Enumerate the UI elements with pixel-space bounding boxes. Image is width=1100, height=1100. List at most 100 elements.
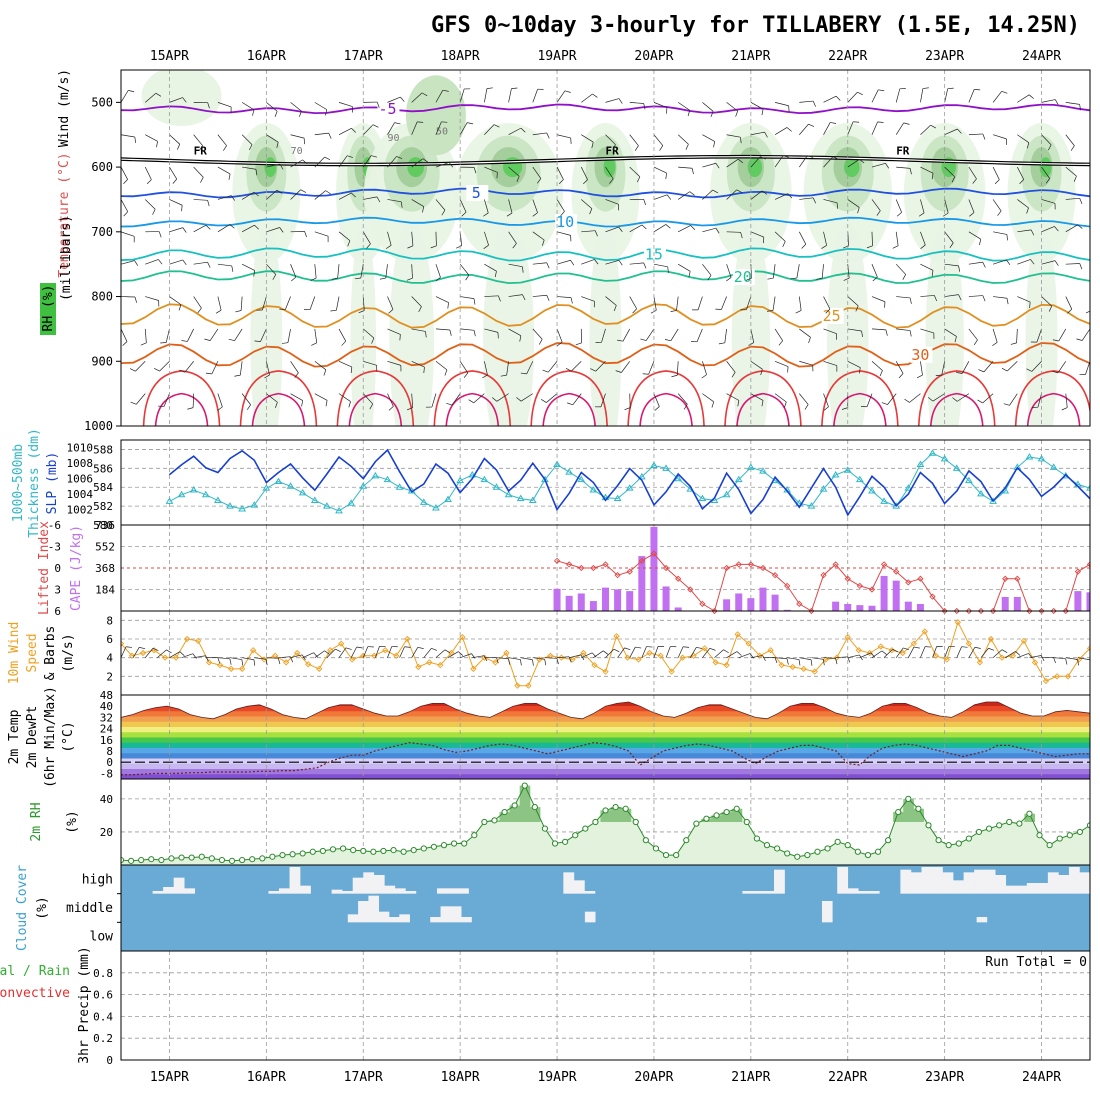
- upper-wind-barb-flag: [512, 243, 517, 249]
- upper-wind-barb: [484, 263, 497, 272]
- upper-wind-barb-flag: [418, 306, 422, 313]
- upper-wind-barb: [386, 425, 388, 426]
- upper-wind-barb-flag: [537, 178, 542, 184]
- wind-axis-label: Wind (m/s): [57, 69, 72, 147]
- upper-wind-barb: [217, 102, 232, 108]
- cape-bar: [880, 575, 888, 611]
- upper-wind-barb-flag: [1079, 198, 1083, 204]
- wind-speed-point: [613, 633, 620, 640]
- surface-wind-barb: [411, 647, 419, 658]
- upper-wind-barb-flag: [400, 96, 405, 102]
- upper-wind-barb: [1041, 166, 1050, 179]
- hot-core-contour: [639, 392, 693, 426]
- upper-wind-barb: [696, 328, 703, 342]
- rh-area-fill: [121, 785, 1090, 865]
- rh-point: [450, 840, 458, 847]
- surface-wind-barb-flag: [624, 647, 631, 650]
- upper-wind-barb: [871, 89, 879, 103]
- upper-wind-barb: [266, 263, 277, 275]
- upper-wind-barb-flag: [767, 310, 774, 312]
- upper-wind-barb-flag: [1019, 179, 1025, 185]
- upper-wind-barb-flag: [1028, 94, 1034, 99]
- upper-wind-barb-flag: [248, 144, 253, 151]
- precip-tick-label: 0.2: [93, 1032, 113, 1045]
- upper-wind-barb-flag: [275, 402, 278, 409]
- lifted-index-point: [917, 575, 924, 582]
- wind-axis-label-4: (m/s): [61, 633, 76, 672]
- upper-wind-barb: [968, 231, 981, 240]
- upper-wind-barb: [314, 328, 318, 343]
- upper-wind-barb: [314, 156, 325, 168]
- high-cloud-bar: [932, 867, 943, 894]
- wind-speed-point: [404, 635, 411, 643]
- upper-wind-barb-flag: [172, 178, 178, 184]
- upper-wind-barb: [944, 294, 959, 297]
- surface-wind-barb: [702, 648, 711, 658]
- upper-wind-barb-flag: [979, 239, 982, 246]
- upper-wind-barb: [750, 393, 764, 401]
- upper-wind-barb: [600, 393, 606, 407]
- cape-bar: [844, 603, 852, 611]
- surface-wind-barb-flag: [903, 647, 910, 651]
- thickness-point: [528, 496, 537, 503]
- upper-wind-barb-flag: [442, 89, 449, 92]
- upper-wind-barb-flag: [483, 244, 489, 249]
- high-cloud-bar: [910, 872, 922, 894]
- wind-speed-point: [415, 663, 422, 671]
- li-tick-label: 6: [54, 605, 61, 618]
- upper-wind-barb-flag: [1079, 263, 1083, 270]
- upper-wind-barb-flag: [808, 432, 813, 435]
- surface-wind-barb: [387, 646, 393, 658]
- surface-wind-barb-flag: [431, 647, 438, 651]
- upper-wind-barb: [1089, 134, 1090, 136]
- upper-wind-barb-flag: [736, 189, 743, 193]
- upper-wind-barb-flag: [978, 369, 985, 373]
- upper-wind-barb: [1065, 393, 1068, 408]
- upper-wind-barb: [360, 264, 364, 279]
- wind-speed-point: [249, 647, 257, 654]
- surface-wind-barb-flag: [870, 652, 876, 658]
- lifted-index-line: [556, 553, 1090, 612]
- lifted-index-point: [905, 579, 912, 586]
- rh-point: [642, 837, 649, 844]
- upper-wind-barb-flag: [1026, 142, 1030, 149]
- upper-wind-barb-flag: [843, 277, 850, 281]
- upper-wind-barb-flag: [654, 406, 660, 411]
- upper-wind-barb-flag: [977, 399, 983, 404]
- upper-wind-barb: [241, 102, 255, 111]
- upper-wind-barb-flag: [153, 368, 160, 372]
- surface-wind-barb: [799, 657, 812, 661]
- temperature-contour-label: 10: [556, 213, 574, 231]
- date-label-bottom: 17APR: [344, 1070, 383, 1085]
- upper-wind-barb: [772, 296, 776, 311]
- upper-wind-barb-flag: [511, 87, 518, 89]
- surface-wind-barb: [653, 646, 659, 658]
- upper-wind-barb: [1065, 134, 1075, 146]
- middle-cloud-bar: [399, 914, 410, 923]
- surface-wind-barb-flag: [822, 659, 825, 666]
- upper-wind-barb-flag: [640, 338, 647, 341]
- upper-wind-barb-flag: [609, 178, 614, 184]
- cape-bar: [868, 605, 876, 611]
- upper-wind-barb-flag: [207, 102, 210, 109]
- upper-wind-barb: [484, 231, 489, 246]
- rh-high-fill: [499, 812, 511, 822]
- upper-wind-barb-flag: [904, 428, 908, 432]
- upper-wind-barb: [460, 328, 475, 331]
- lifted-index-point: [1074, 568, 1082, 575]
- upper-wind-barb-flag: [385, 245, 392, 249]
- high-cloud-bar: [953, 880, 964, 894]
- surface-wind-barb: [229, 657, 242, 660]
- cloud-row-label: middle: [66, 901, 113, 916]
- upper-wind-barb: [670, 328, 679, 341]
- wind-speed-point: [844, 633, 851, 641]
- upper-wind-barb: [314, 102, 327, 110]
- upper-wind-barb-flag: [158, 231, 162, 238]
- upper-wind-barb: [581, 93, 593, 103]
- wind-speed-point: [833, 654, 840, 661]
- lifted-index-axis-label: Lifted Index: [37, 521, 52, 615]
- thickness-point: [698, 494, 707, 502]
- upper-wind-barb-flag: [956, 372, 963, 374]
- surface-wind-barb-flag: [961, 646, 968, 648]
